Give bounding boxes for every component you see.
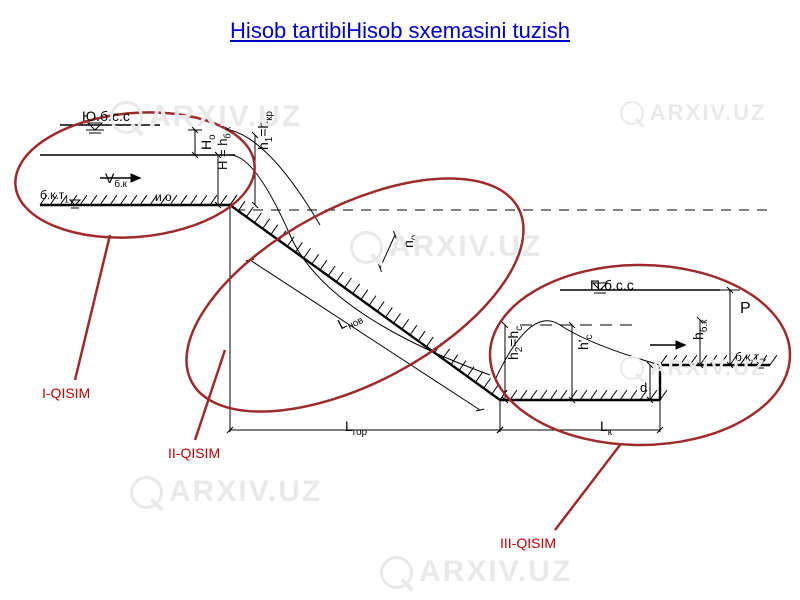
watermark-text: ARXIV.UZ	[389, 230, 542, 264]
magnifier-icon	[620, 101, 644, 125]
magnifier-icon	[350, 231, 383, 264]
diagram-label: П.б.с.с	[590, 277, 634, 293]
watermark-text: ARXIV.UZ	[419, 555, 572, 589]
magnifier-icon	[380, 556, 413, 589]
section-ellipses	[10, 103, 790, 460]
section-callout-label: III-QISIM	[500, 535, 556, 551]
dimension-lines	[188, 130, 740, 432]
diagram-label: P	[740, 300, 751, 318]
diagram-label: hб.к	[690, 320, 710, 340]
watermark: ARXIV.UZ	[380, 555, 572, 589]
watermark-text: ARXIV.UZ	[650, 355, 767, 381]
watermark: ARXIV.UZ	[110, 100, 302, 134]
diagram-label: и.о	[155, 190, 172, 204]
diagram-label: Lгор	[345, 418, 367, 438]
magnifier-icon	[130, 476, 163, 509]
watermark: ARXIV.UZ	[350, 230, 542, 264]
diagram-canvas	[0, 0, 800, 600]
diagram-label: Lк	[600, 418, 612, 438]
section-callout-label: II-QISIM	[168, 445, 220, 461]
watermark-text: ARXIV.UZ	[149, 100, 302, 134]
magnifier-icon	[620, 356, 644, 380]
diagram-label: б.к.т1	[40, 188, 69, 204]
diagram-label: Vб.к	[105, 170, 127, 190]
magnifier-icon	[110, 101, 143, 134]
section-callout-label: I-QISIM	[42, 385, 90, 401]
diagram-label: h'c	[575, 335, 595, 350]
watermark: ARXIV.UZ	[130, 475, 322, 509]
watermark: ARXIV.UZ	[620, 100, 766, 126]
watermark-text: ARXIV.UZ	[169, 475, 322, 509]
watermark: ARXIV.UZ	[620, 355, 766, 381]
diagram-label: h2=hc	[505, 326, 525, 360]
watermark-text: ARXIV.UZ	[650, 100, 767, 126]
